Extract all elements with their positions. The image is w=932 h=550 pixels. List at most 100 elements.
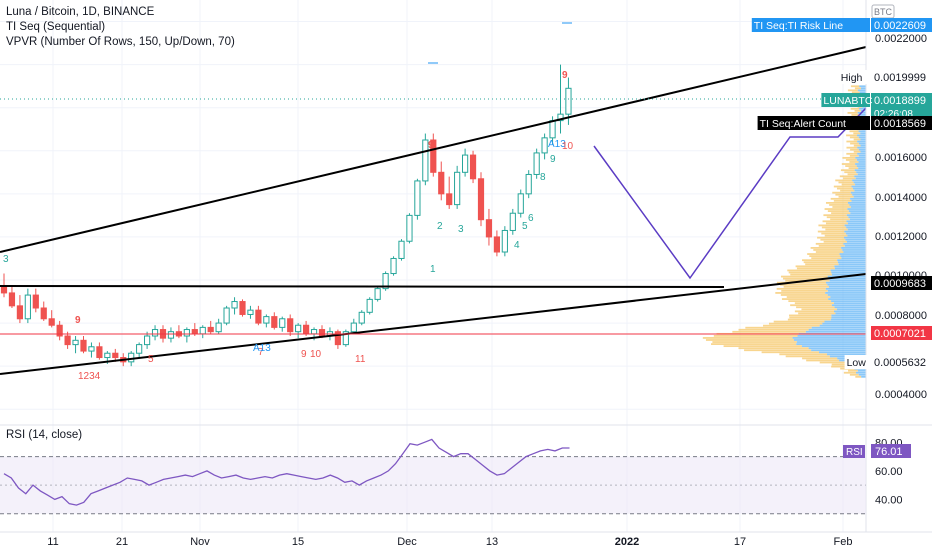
vpvr-bar-up	[805, 263, 839, 266]
seq-label-red: 10	[562, 141, 574, 152]
seq-label-green: 5	[522, 221, 528, 232]
vpvr-bar-up	[835, 179, 853, 182]
vpvr-bar-down	[841, 257, 866, 260]
rsi-title[interactable]: RSI (14, close)	[6, 429, 83, 441]
candle-body	[239, 301, 246, 315]
vpvr-bar-up	[786, 296, 831, 298]
vpvr-bar-up	[839, 175, 855, 178]
candle-body	[422, 139, 429, 182]
symbol-title[interactable]: Luna / Bitcoin, 1D, BINANCE	[6, 6, 155, 18]
candle-body	[318, 329, 326, 337]
price-label-name-box	[751, 18, 870, 32]
candle-body	[438, 171, 445, 195]
vpvr-bar-down	[855, 163, 866, 165]
vpvr-bar-down	[854, 175, 866, 178]
vpvr-bar-up	[853, 150, 861, 153]
vpvr-bar-up	[785, 355, 830, 358]
trendline-upper-channel[interactable]	[0, 46, 867, 253]
vpvr-bar-up	[780, 294, 828, 296]
seq-label-red: 9	[301, 349, 307, 360]
vpvr-bar-up	[849, 373, 859, 376]
rsi-tick-label: 60.00	[875, 466, 903, 478]
vpvr-bar-up	[802, 259, 838, 262]
price-tick-label: 0.0004000	[875, 389, 927, 401]
price-tick-label: 0.0014000	[875, 192, 927, 204]
vpvr-bar-down	[856, 371, 866, 374]
indicator-vpvr-title[interactable]: VPVR (Number Of Rows, 150, Up/Down, 70)	[6, 36, 235, 48]
candle-body	[231, 301, 238, 309]
candle-body	[199, 326, 206, 335]
vpvr-bar-up	[824, 234, 848, 237]
vpvr-bar-up	[788, 271, 832, 274]
vpvr-bar-down	[835, 312, 866, 315]
time-tick-label: 17	[734, 536, 746, 548]
vpvr-bar-up	[845, 159, 857, 161]
candle-body	[287, 318, 294, 333]
candle-body	[144, 335, 151, 346]
candle-body	[334, 331, 341, 346]
candle-body	[279, 318, 286, 328]
vpvr-bar-up	[831, 365, 851, 368]
candle-body	[374, 288, 381, 300]
vpvr-bar-down	[858, 142, 866, 145]
candle-body	[525, 173, 532, 195]
vpvr-bar-down	[827, 289, 866, 292]
seq-label-a13: A13	[253, 343, 271, 354]
vpvr-bar-down	[857, 173, 866, 176]
candle-body	[263, 316, 270, 324]
candle-body	[64, 335, 71, 346]
vpvr-bar-down	[850, 197, 866, 200]
candle-body	[151, 329, 159, 337]
vpvr-bar-down	[854, 189, 866, 192]
trendline-horizontal-support[interactable]	[0, 285, 725, 288]
candle-body	[40, 307, 47, 320]
candle-body	[446, 193, 453, 206]
risk-mark	[428, 62, 438, 64]
rsi-badge-value: 76.01	[875, 446, 903, 458]
vpvr-bar-down	[856, 159, 866, 161]
vpvr-bar-up	[851, 91, 860, 94]
time-tick-label: 13	[486, 536, 498, 548]
vpvr-bar-up	[811, 257, 842, 260]
vpvr-bar-up	[825, 202, 848, 204]
vpvr-bar-up	[854, 109, 861, 112]
vpvr-bar-up	[840, 189, 855, 192]
seq-label-red: 1234	[78, 371, 101, 382]
vpvr-bar-up	[773, 320, 825, 323]
time-tick-label: 2022	[615, 536, 639, 548]
vpvr-bar-up	[789, 316, 832, 319]
vpvr-bar-up	[810, 247, 842, 249]
vpvr-bar-up	[855, 375, 862, 378]
vpvr-bar-up	[848, 369, 858, 372]
vpvr-bar-down	[841, 247, 866, 249]
vpvr-bar-down	[834, 265, 866, 268]
candle-body	[485, 219, 493, 238]
vpvr-bar-up	[819, 361, 846, 364]
candle-body	[342, 331, 349, 346]
vpvr-bar-up	[844, 171, 857, 174]
candle-body	[0, 285, 8, 294]
vpvr-bar-down	[834, 267, 866, 270]
vpvr-bar-up	[787, 269, 831, 272]
vpvr-bar-up	[796, 306, 835, 309]
vpvr-bar-down	[847, 234, 866, 237]
vpvr-bar-down	[847, 202, 866, 204]
vpvr-bar-down	[857, 134, 866, 137]
vpvr-bar-up	[835, 193, 853, 196]
rsi-line[interactable]	[3, 438, 570, 506]
trendline-lower-channel[interactable]	[0, 273, 867, 375]
vpvr-bar-down	[852, 187, 866, 190]
vpvr-bar-down	[793, 339, 866, 341]
vpvr-bar-down	[860, 138, 866, 141]
indicator-ti-seq-title[interactable]: TI Seq (Sequential)	[6, 21, 106, 33]
vpvr-bar-up	[776, 281, 826, 284]
vpvr-bar-down	[831, 316, 866, 319]
vpvr-bar-down	[819, 351, 866, 354]
vpvr-bar-down	[853, 195, 866, 198]
candle-body	[104, 352, 111, 359]
vpvr-bar-up	[780, 283, 828, 286]
vpvr-bar-up	[712, 341, 797, 343]
vpvr-bar-down	[829, 279, 866, 282]
